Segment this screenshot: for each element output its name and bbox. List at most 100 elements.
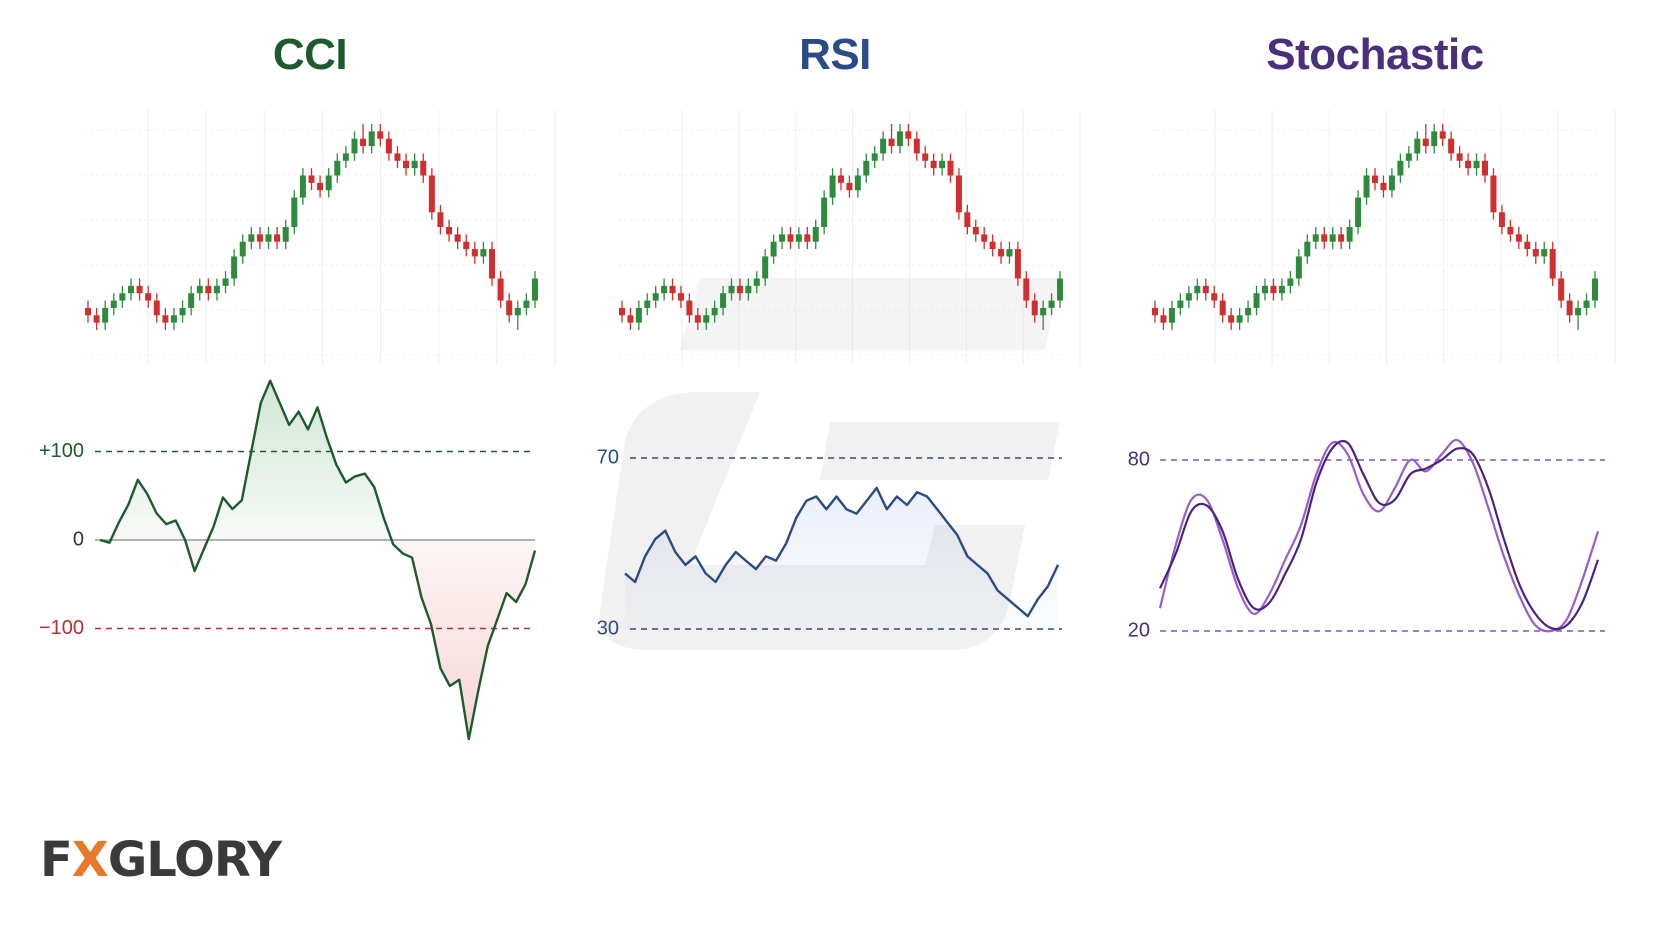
cci-candle-body bbox=[428, 175, 435, 213]
rsi-candle-body bbox=[736, 285, 743, 294]
stoch-candle-body bbox=[1524, 241, 1531, 250]
stoch-candle-body bbox=[1287, 278, 1294, 286]
cci-candle-body bbox=[403, 160, 410, 169]
stoch-candle-body bbox=[1270, 285, 1277, 294]
stoch-candle-body bbox=[1414, 138, 1421, 154]
stoch-candle-body bbox=[1583, 300, 1590, 308]
cci-candle-body bbox=[248, 234, 255, 242]
rsi-candle-body bbox=[669, 285, 676, 294]
stoch-candle-body bbox=[1465, 160, 1472, 169]
rsi-candle-body bbox=[652, 293, 659, 301]
stoch-candle-body bbox=[1422, 138, 1429, 147]
cci-candle-body bbox=[170, 315, 177, 323]
cci-candle-body bbox=[110, 300, 117, 308]
rsi-candle-body bbox=[1057, 278, 1063, 301]
stoch-k-line bbox=[1158, 438, 1600, 633]
stoch-candle-body bbox=[1431, 131, 1438, 147]
rsi-candle-body bbox=[686, 300, 693, 316]
cci-candle-body bbox=[471, 249, 478, 257]
rsi-candle-body bbox=[745, 285, 752, 294]
cci-candle-body bbox=[119, 293, 126, 301]
cci-candle-body bbox=[222, 278, 229, 286]
cci-candle-body bbox=[102, 307, 109, 323]
rsi-candle-body bbox=[753, 278, 760, 286]
stoch-candle-body bbox=[1575, 307, 1582, 316]
rsi-candle-body bbox=[711, 307, 718, 316]
stoch-candle-body bbox=[1321, 234, 1328, 242]
stoch-candle-body bbox=[1202, 285, 1209, 294]
stoch-candle-body bbox=[1372, 175, 1378, 183]
rsi-candle-body bbox=[955, 175, 962, 213]
stoch-candle-body bbox=[1168, 307, 1175, 323]
rsi-candle-body bbox=[1014, 249, 1021, 279]
cci-candle-body bbox=[385, 138, 392, 154]
rsi-candle-body bbox=[998, 249, 1005, 257]
cci-candle-body bbox=[420, 160, 427, 176]
stoch-candle-body bbox=[1439, 131, 1446, 139]
rsi-candle-body bbox=[846, 182, 853, 191]
stoch-candle-body bbox=[1515, 234, 1522, 242]
stoch-candle-body bbox=[1541, 249, 1548, 257]
stoch-level-label: 80 bbox=[1128, 448, 1150, 470]
rsi-candle-body bbox=[619, 307, 625, 316]
cci-candle-body bbox=[265, 234, 272, 242]
stoch-candle-body bbox=[1236, 315, 1243, 323]
stoch-candle-body bbox=[1592, 278, 1598, 301]
stoch-candle-body bbox=[1194, 285, 1201, 294]
cci-candle-body bbox=[256, 234, 263, 242]
rsi-candle-body bbox=[661, 285, 668, 294]
stoch-candle-body bbox=[1185, 293, 1192, 301]
rsi-candle-body bbox=[1048, 300, 1055, 308]
stoch-candle-body bbox=[1405, 153, 1412, 161]
cci-candle-body bbox=[325, 175, 332, 191]
cci-candle-body bbox=[196, 285, 203, 294]
cci-candle-body bbox=[497, 278, 504, 301]
rsi-candle-body bbox=[762, 256, 769, 279]
cci-candle-body bbox=[145, 293, 152, 301]
rsi-candle-body bbox=[930, 160, 937, 169]
rsi-candle-body bbox=[1006, 249, 1013, 257]
rsi-candle-body bbox=[913, 138, 920, 154]
stoch-candle-body bbox=[1490, 175, 1497, 213]
cci-candle-body bbox=[523, 300, 530, 308]
cci-level-label: +100 bbox=[39, 440, 84, 462]
cci-candle-body bbox=[213, 285, 220, 294]
stoch-candle-body bbox=[1262, 285, 1268, 294]
rsi-candle-body bbox=[947, 160, 954, 176]
rsi-candle-body bbox=[888, 138, 895, 147]
rsi-candle-body bbox=[720, 293, 727, 308]
stoch-candle-body bbox=[1228, 315, 1235, 323]
stoch-candle-body bbox=[1507, 227, 1514, 235]
logo-accent-mark: X bbox=[71, 832, 109, 888]
rsi-candle-body bbox=[804, 234, 811, 242]
rsi-candle-body bbox=[677, 293, 684, 301]
cci-candle-body bbox=[291, 197, 298, 227]
cci-candle-body bbox=[506, 300, 513, 316]
rsi-candle-body bbox=[896, 131, 903, 147]
stoch-candle-body bbox=[1388, 175, 1395, 191]
rsi-area-fill bbox=[625, 487, 1058, 629]
cci-candle-body bbox=[239, 241, 246, 257]
cci-candle-body bbox=[136, 285, 143, 294]
cci-candle-body bbox=[377, 131, 384, 139]
cci-candle-body bbox=[85, 307, 91, 316]
rsi-title: RSI bbox=[799, 30, 871, 79]
stoch-candle-body bbox=[1380, 182, 1387, 191]
cci-candle-body bbox=[463, 241, 470, 250]
rsi-candle-body bbox=[821, 197, 828, 227]
cci-candle-body bbox=[368, 131, 375, 147]
cci-candle-body bbox=[93, 315, 100, 323]
stoch-candle-body bbox=[1549, 249, 1556, 279]
stoch-candle-body bbox=[1304, 241, 1311, 257]
rsi-candle-body bbox=[1023, 278, 1030, 301]
cci-candle-body bbox=[532, 278, 538, 301]
rsi-line bbox=[624, 486, 1060, 618]
rsi-candle-body bbox=[812, 227, 819, 242]
cci-candle-body bbox=[360, 138, 367, 147]
logo-text-part: F bbox=[40, 832, 73, 888]
stochastic-title: Stochastic bbox=[1266, 30, 1484, 79]
cci-candle-body bbox=[446, 227, 453, 235]
cci-candle-body bbox=[514, 307, 521, 316]
cci-candle-body bbox=[231, 256, 238, 279]
